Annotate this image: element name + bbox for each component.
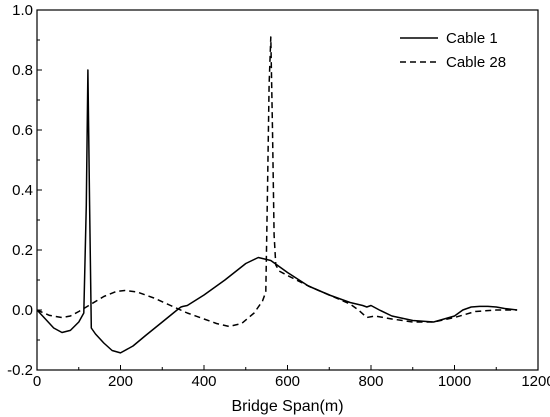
legend-label-cable-1: Cable 1 <box>446 30 498 47</box>
y-axis-ticks: -0.2 0.0 0.2 0.4 0.6 0.8 1.0 <box>7 2 42 379</box>
legend-label-cable-28: Cable 28 <box>446 54 506 71</box>
y-tick-label: -0.2 <box>7 362 33 379</box>
y-tick-label: 0.2 <box>12 242 33 259</box>
y-tick-label: 0.0 <box>12 302 33 319</box>
series-line-cable-28 <box>36 36 518 328</box>
x-tick-label: 1000 <box>438 373 471 390</box>
x-axis-label: Bridge Span(m) <box>231 398 343 415</box>
series-line-cable-1 <box>36 69 518 354</box>
x-tick-label: 800 <box>358 373 383 390</box>
y-tick-label: 0.6 <box>12 122 33 139</box>
x-axis-ticks: 0 200 400 600 800 1000 1200 <box>33 365 550 390</box>
x-tick-label: 1200 <box>521 373 550 390</box>
y-tick-label: 0.4 <box>12 182 33 199</box>
x-tick-label: 0 <box>33 373 41 390</box>
x-tick-label: 400 <box>191 373 216 390</box>
y-tick-label: 1.0 <box>12 2 33 19</box>
x-tick-label: 600 <box>275 373 300 390</box>
y-tick-label: 0.8 <box>12 62 33 79</box>
legend: Cable 1 Cable 28 <box>400 30 506 71</box>
series-layer <box>36 36 518 354</box>
x-tick-label: 200 <box>108 373 133 390</box>
